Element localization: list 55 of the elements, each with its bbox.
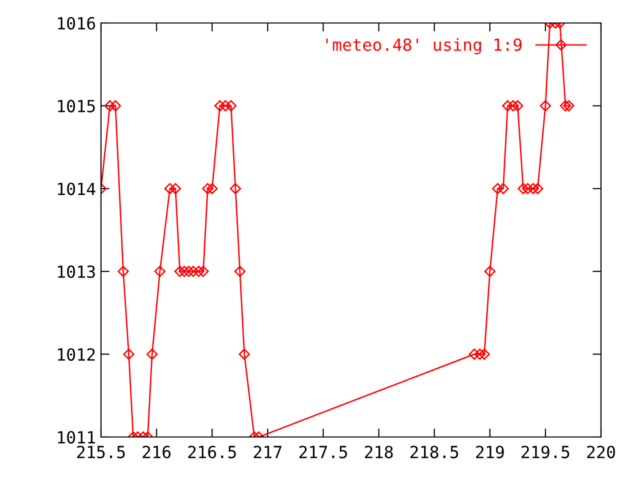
point [104,100,116,112]
point [198,266,209,278]
point [532,182,544,194]
y-tick-label: 1014 [58,182,96,196]
point [474,348,486,360]
point [174,266,186,278]
y-tick-label: 1015 [58,100,95,112]
x-tick-label: 217 [254,446,282,458]
x-tick-label: 219 [476,446,504,458]
point [563,100,574,112]
point [183,266,194,278]
point [178,266,190,278]
x-tick-label: 219.5 [522,446,570,458]
point [202,182,214,194]
point [118,266,129,278]
x-tick-label: 218 [364,446,393,458]
point [193,266,204,278]
point [492,182,504,194]
point [154,266,166,278]
x-tick-label: 217.5 [299,446,347,458]
point [164,182,176,194]
point [234,266,246,278]
point [502,100,514,112]
y-tick-label: 1016 [58,17,96,30]
y-tick-label: 1011 [58,431,96,444]
point [214,100,226,112]
point [540,100,552,112]
point [498,182,509,194]
point [146,348,158,360]
point [512,100,524,112]
point [528,182,539,194]
x-tick-label: 216.5 [188,446,236,458]
point [230,182,242,194]
point [238,348,250,360]
point [188,266,199,278]
x-tick-label: 215.5 [77,446,125,458]
point [123,348,134,360]
legend-label: 'meteo.48' using 1:9 [326,38,522,54]
point [560,100,572,112]
point [110,100,122,112]
point [508,100,519,112]
y-tick-label: 1013 [58,265,95,278]
point [518,182,529,194]
x-tick-label: 220 [587,446,615,458]
point [170,182,182,194]
point [522,182,534,194]
x-tick-label: 216 [142,446,171,458]
y-tick-label: 1012 [58,348,95,361]
point [206,182,218,194]
x-tick-label: 218.5 [410,446,458,458]
point [478,348,490,360]
point [468,348,480,360]
point [225,100,237,112]
point [484,266,496,278]
point [220,100,232,112]
